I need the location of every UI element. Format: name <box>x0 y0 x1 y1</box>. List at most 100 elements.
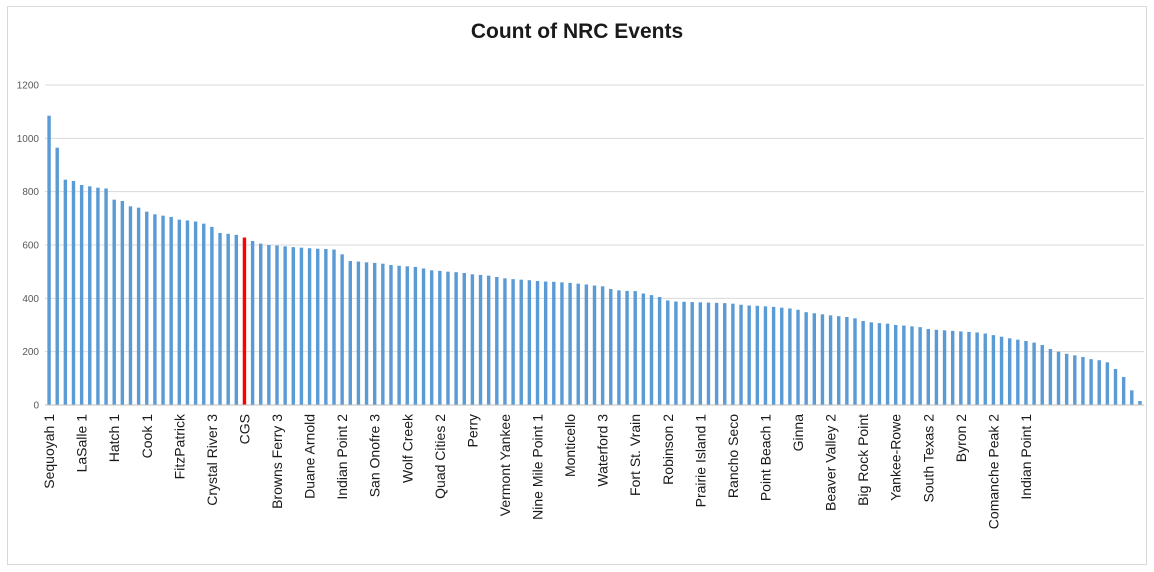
bar <box>682 301 686 405</box>
x-category-label: Wolf Creek <box>399 413 415 483</box>
bar <box>657 297 662 405</box>
bar <box>1138 401 1142 405</box>
bar <box>747 305 751 405</box>
bar <box>316 248 320 405</box>
y-axis-ticks: 0 200 400 600 800 1000 1200 <box>17 81 40 412</box>
bar <box>193 221 198 405</box>
bar <box>128 206 133 405</box>
x-category-label: Point Beach 1 <box>757 414 773 501</box>
x-category-label: Yankee-Rowe <box>888 414 904 501</box>
bar <box>853 318 857 405</box>
bar <box>259 243 263 405</box>
bar <box>169 217 173 405</box>
y-tick-label: 1000 <box>17 134 40 145</box>
bar <box>120 201 125 405</box>
bar <box>1073 355 1077 405</box>
bar <box>535 281 540 405</box>
bar <box>1081 357 1085 405</box>
bar <box>283 246 287 405</box>
bar <box>63 179 68 405</box>
y-tick-label: 0 <box>33 401 39 412</box>
bar <box>511 279 515 405</box>
bar <box>413 266 418 405</box>
bar <box>1056 351 1061 405</box>
x-category-label: Fort St. Vrain <box>627 414 643 496</box>
bar <box>145 211 149 405</box>
bar <box>1089 359 1093 405</box>
bar <box>348 261 352 405</box>
bar <box>79 185 84 405</box>
y-tick-label: 800 <box>22 187 39 198</box>
bar <box>942 330 947 405</box>
x-category-label: CGS <box>236 414 252 444</box>
bar <box>934 329 939 405</box>
x-category-label: Hatch 1 <box>106 414 122 462</box>
x-category-label: Byron 2 <box>953 414 969 462</box>
bar <box>869 322 873 405</box>
bar <box>112 199 116 405</box>
bar <box>918 327 922 405</box>
bar <box>202 223 206 405</box>
bar <box>71 181 76 405</box>
bar <box>1121 377 1126 405</box>
bar <box>1016 339 1020 405</box>
bar <box>983 333 987 405</box>
x-category-label: Big Rock Point <box>855 414 871 506</box>
bar <box>845 317 849 405</box>
x-category-label: Robinson 2 <box>660 414 676 485</box>
bar <box>975 332 979 405</box>
bar <box>136 207 141 405</box>
x-category-label: Sequoyah 1 <box>41 414 57 489</box>
y-tick-label: 600 <box>22 241 39 252</box>
bar <box>96 187 100 405</box>
bar <box>788 308 792 405</box>
bar <box>381 263 385 405</box>
bar <box>828 315 833 405</box>
bar <box>804 312 808 405</box>
bar <box>706 302 711 405</box>
bar <box>446 271 450 405</box>
bar <box>609 289 613 405</box>
bar <box>299 247 304 405</box>
bar <box>332 249 336 405</box>
bar <box>519 279 523 405</box>
bar <box>307 248 312 405</box>
bar <box>633 291 637 405</box>
bar <box>894 325 898 405</box>
bar <box>771 306 776 405</box>
bar <box>275 245 279 405</box>
x-category-label: Indian Point 1 <box>1018 414 1034 500</box>
bar <box>55 147 59 406</box>
bar <box>666 300 670 405</box>
bar <box>88 186 92 405</box>
bars <box>47 115 1142 406</box>
bar <box>486 275 491 405</box>
bar <box>649 295 654 405</box>
x-category-label: Prairie Island 1 <box>692 414 708 508</box>
x-category-label: San Onofre 3 <box>367 414 383 497</box>
bar <box>104 188 108 405</box>
bar <box>723 303 727 405</box>
x-category-label: Beaver Valley 2 <box>823 414 839 511</box>
bar <box>592 285 597 405</box>
x-category-label: Cook 1 <box>139 414 155 459</box>
bar <box>421 268 426 405</box>
y-tick-label: 400 <box>22 294 39 305</box>
x-category-label: Browns Ferry 3 <box>269 414 285 509</box>
bar <box>560 282 564 405</box>
x-category-label: Indian Point 2 <box>334 414 350 500</box>
y-tick-label: 200 <box>22 347 39 358</box>
bar <box>1130 390 1134 405</box>
bar <box>495 277 499 405</box>
bar <box>1007 338 1012 405</box>
bar <box>161 215 165 405</box>
bar <box>568 282 572 405</box>
bar <box>250 241 255 405</box>
x-category-label: Vermont Yankee <box>497 414 513 516</box>
bar <box>210 226 214 405</box>
x-category-label: Rancho Seco <box>725 414 741 498</box>
bar <box>755 305 760 405</box>
bar <box>820 314 825 405</box>
bar <box>1105 362 1110 405</box>
